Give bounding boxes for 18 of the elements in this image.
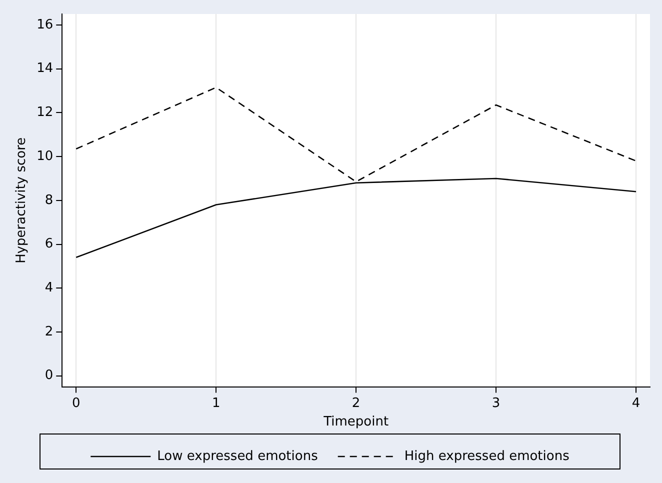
y-tick-label: 0 xyxy=(44,368,54,384)
y-tick-label: 2 xyxy=(44,324,54,340)
y-tick-label: 10 xyxy=(36,148,54,164)
x-tick-label: 2 xyxy=(352,396,360,411)
y-tick-label: 4 xyxy=(44,280,54,296)
y-tick-label: 6 xyxy=(44,236,54,252)
legend-label: Low expressed emotions xyxy=(157,448,318,464)
y-tick-label: 16 xyxy=(36,17,54,32)
y-tick-label: 14 xyxy=(36,61,54,76)
legend-label: High expressed emotions xyxy=(404,448,570,464)
x-tick-label: 4 xyxy=(632,396,640,411)
y-tick-label: 8 xyxy=(44,192,54,208)
x-tick-label: 1 xyxy=(212,396,220,411)
y-tick-label: 12 xyxy=(36,105,54,120)
x-tick-label: 0 xyxy=(72,396,80,411)
x-tick-label: 3 xyxy=(492,396,500,411)
x-axis-title: Timepoint xyxy=(322,414,389,430)
y-axis-title: Hyperactivity score xyxy=(14,137,30,264)
